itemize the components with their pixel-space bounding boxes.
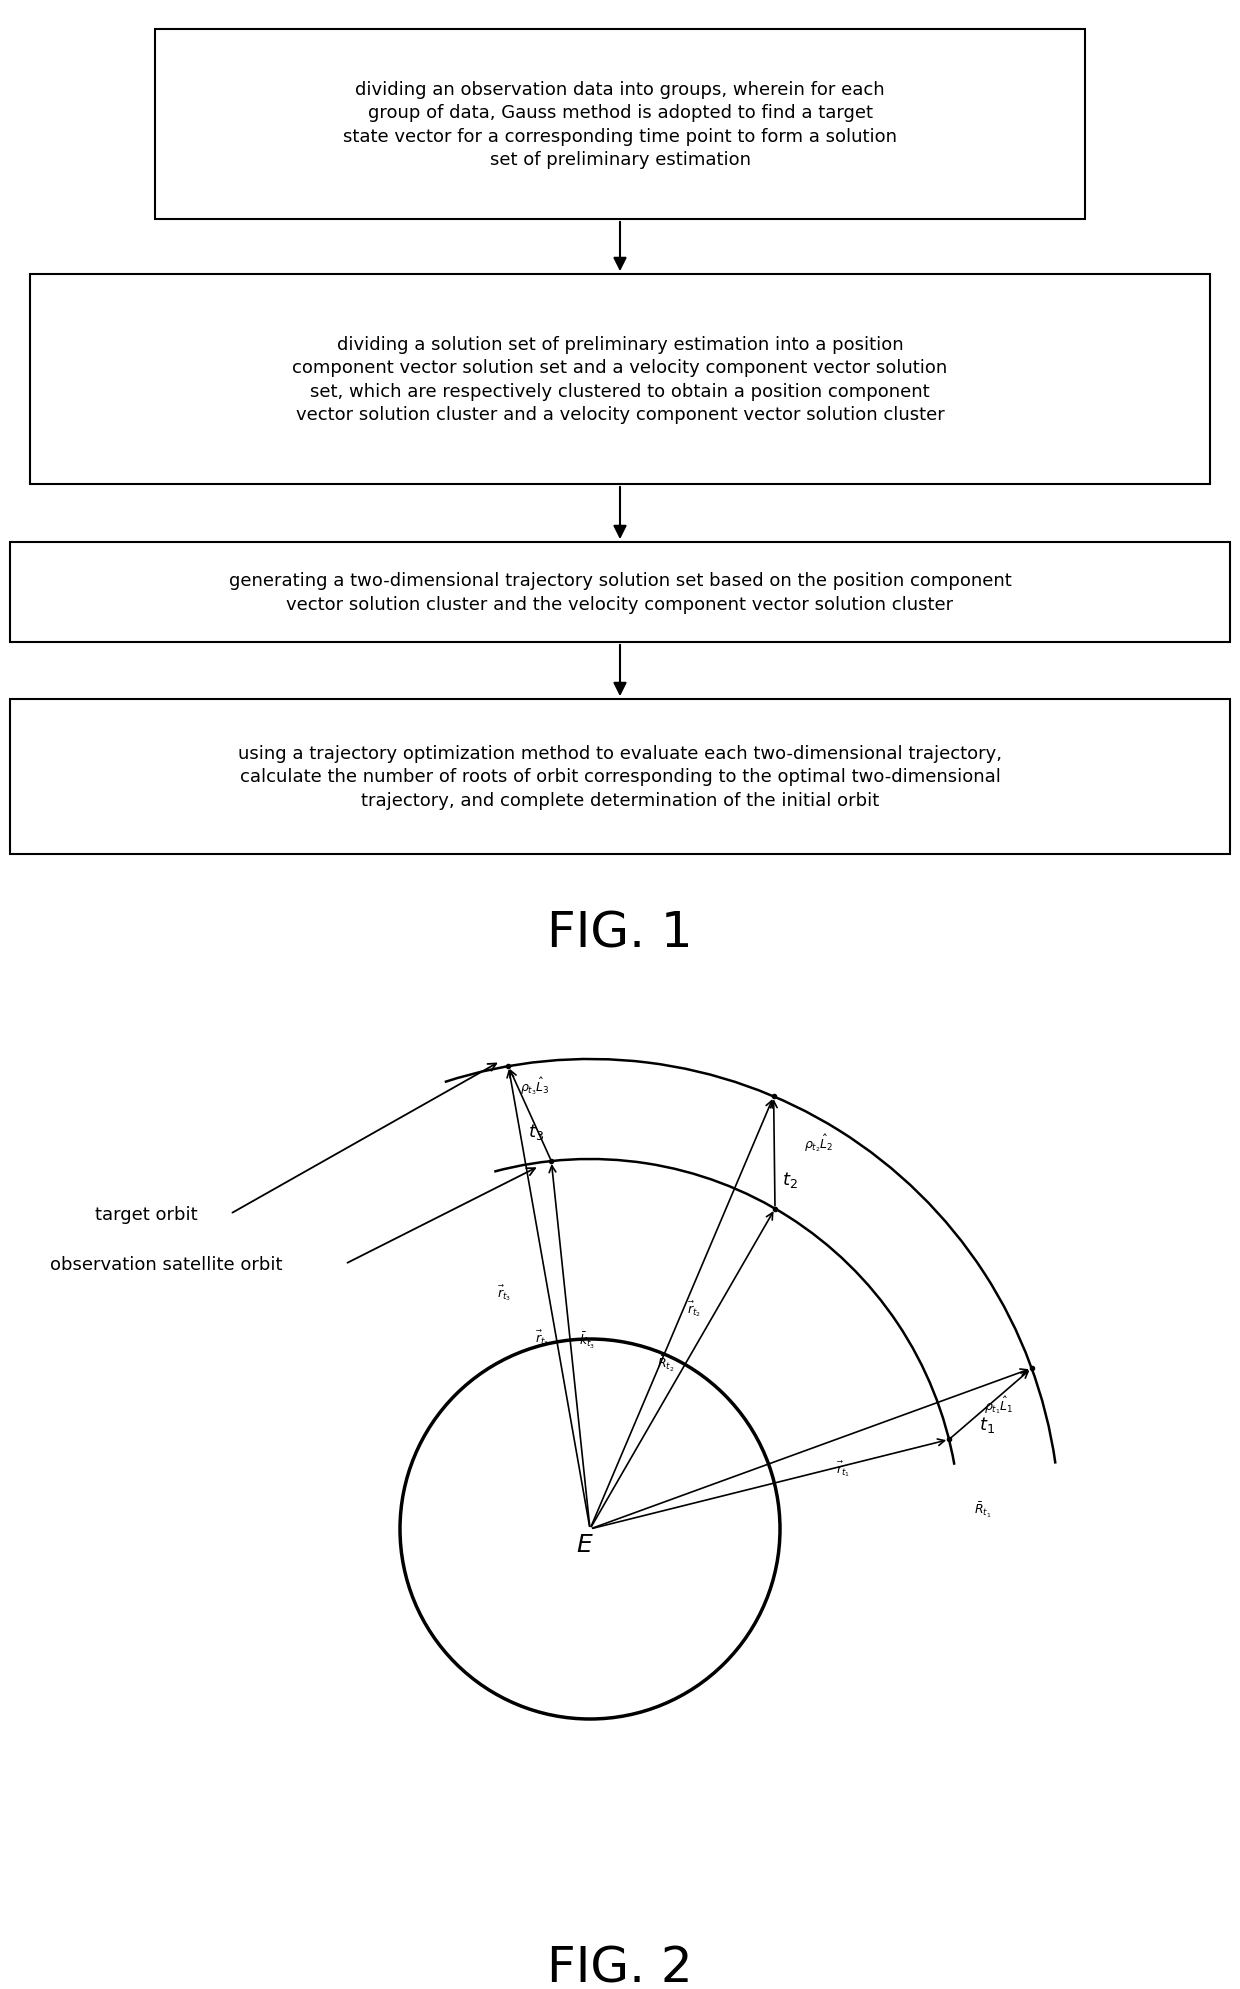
Bar — [30, 274, 1210, 485]
Text: $t_2$: $t_2$ — [782, 1170, 797, 1189]
Text: $E$: $E$ — [577, 1532, 594, 1555]
Text: observation satellite orbit: observation satellite orbit — [50, 1255, 283, 1273]
Text: $t_3$: $t_3$ — [528, 1122, 544, 1142]
Text: dividing a solution set of preliminary estimation into a position
component vect: dividing a solution set of preliminary e… — [293, 336, 947, 424]
Text: $t_1$: $t_1$ — [980, 1414, 994, 1434]
Text: using a trajectory optimization method to evaluate each two-dimensional trajecto: using a trajectory optimization method t… — [238, 744, 1002, 810]
Text: $\vec{r}_{t_1}$: $\vec{r}_{t_1}$ — [836, 1458, 849, 1478]
Text: dividing an observation data into groups, wherein for each
group of data, Gauss : dividing an observation data into groups… — [343, 82, 897, 169]
Text: $\bar{R}_{t_2}$: $\bar{R}_{t_2}$ — [657, 1355, 675, 1374]
Text: FIG. 1: FIG. 1 — [547, 909, 693, 957]
Bar — [10, 543, 1230, 642]
Text: $\vec{r}_{t_3}$: $\vec{r}_{t_3}$ — [534, 1327, 548, 1347]
Text: $\rho_{t_3}\hat{L}_3$: $\rho_{t_3}\hat{L}_3$ — [520, 1074, 549, 1096]
Text: generating a two-dimensional trajectory solution set based on the position compo: generating a two-dimensional trajectory … — [228, 573, 1012, 613]
Text: $\rho_{t_1}\hat{L}_1$: $\rho_{t_1}\hat{L}_1$ — [985, 1394, 1013, 1414]
Text: $\bar{k}_{t_3}$: $\bar{k}_{t_3}$ — [579, 1331, 595, 1351]
Text: FIG. 2: FIG. 2 — [547, 1943, 693, 1989]
Bar — [155, 30, 1085, 221]
Text: $\vec{r}_{t_3}$: $\vec{r}_{t_3}$ — [497, 1283, 511, 1303]
Text: $\vec{r}_{t_2}$: $\vec{r}_{t_2}$ — [687, 1299, 701, 1319]
Text: $\bar{R}_{t_1}$: $\bar{R}_{t_1}$ — [973, 1500, 992, 1520]
Text: $\rho_{t_2}\hat{L}_2$: $\rho_{t_2}\hat{L}_2$ — [805, 1132, 833, 1154]
Bar — [10, 700, 1230, 855]
Text: target orbit: target orbit — [95, 1205, 197, 1223]
